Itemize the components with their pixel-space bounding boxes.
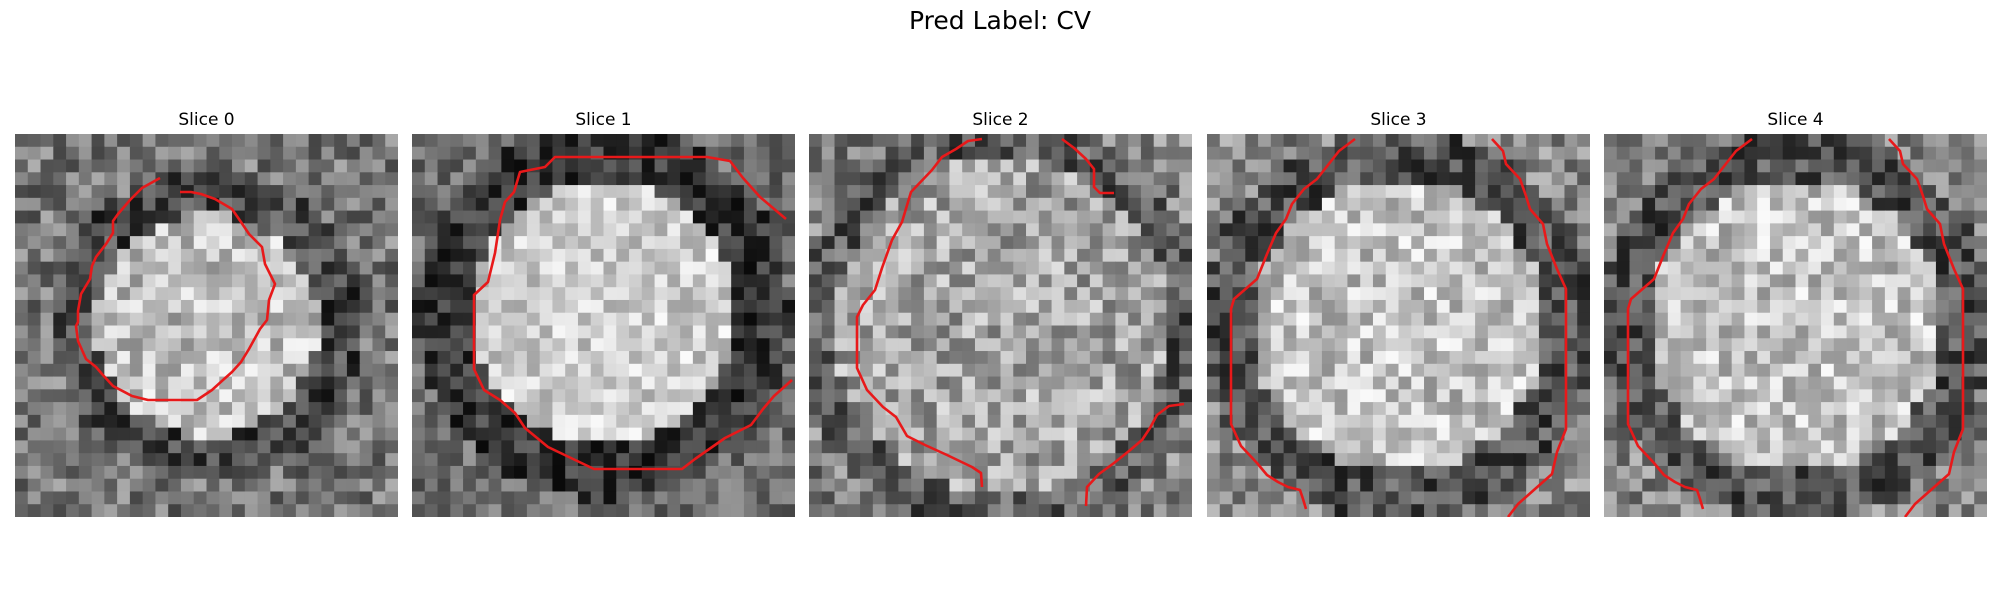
slice-panel-1: Slice 1: [412, 110, 795, 520]
slice-image-4: [1604, 134, 1987, 517]
slice-panel-2: Slice 2: [809, 110, 1192, 520]
segmentation-contour: [1061, 137, 1114, 195]
slice-title-2: Slice 2: [972, 110, 1029, 130]
slice-image-2: [809, 134, 1192, 517]
segmentation-contour: [1229, 137, 1356, 510]
slice-texture: [1604, 134, 1987, 517]
slice-image-0: [15, 134, 398, 517]
segmentation-contour: [74, 176, 277, 402]
slice-title-0: Slice 0: [178, 110, 235, 130]
segmentation-contour: [1084, 402, 1185, 507]
slice-panel-4: Slice 4: [1604, 110, 1987, 520]
slice-panel-3: Slice 3: [1207, 110, 1590, 520]
slice-image-1: [412, 134, 795, 517]
slice-title-3: Slice 3: [1370, 110, 1427, 130]
segmentation-contour: [472, 155, 793, 471]
slice-texture: [412, 134, 795, 517]
segmentation-contour: [1888, 138, 1965, 517]
slice-title-4: Slice 4: [1767, 110, 1824, 130]
slice-texture: [1207, 134, 1590, 517]
figure-title: Pred Label: CV: [909, 6, 1091, 35]
slice-texture: [809, 134, 1192, 517]
segmentation-contour: [1491, 138, 1568, 517]
slice-texture: [15, 134, 398, 517]
segmentation-contour: [855, 137, 984, 488]
slice-image-3: [1207, 134, 1590, 517]
slice-panel-0: Slice 0: [15, 110, 398, 520]
segmentation-contour: [1626, 137, 1753, 510]
slice-title-1: Slice 1: [575, 110, 632, 130]
